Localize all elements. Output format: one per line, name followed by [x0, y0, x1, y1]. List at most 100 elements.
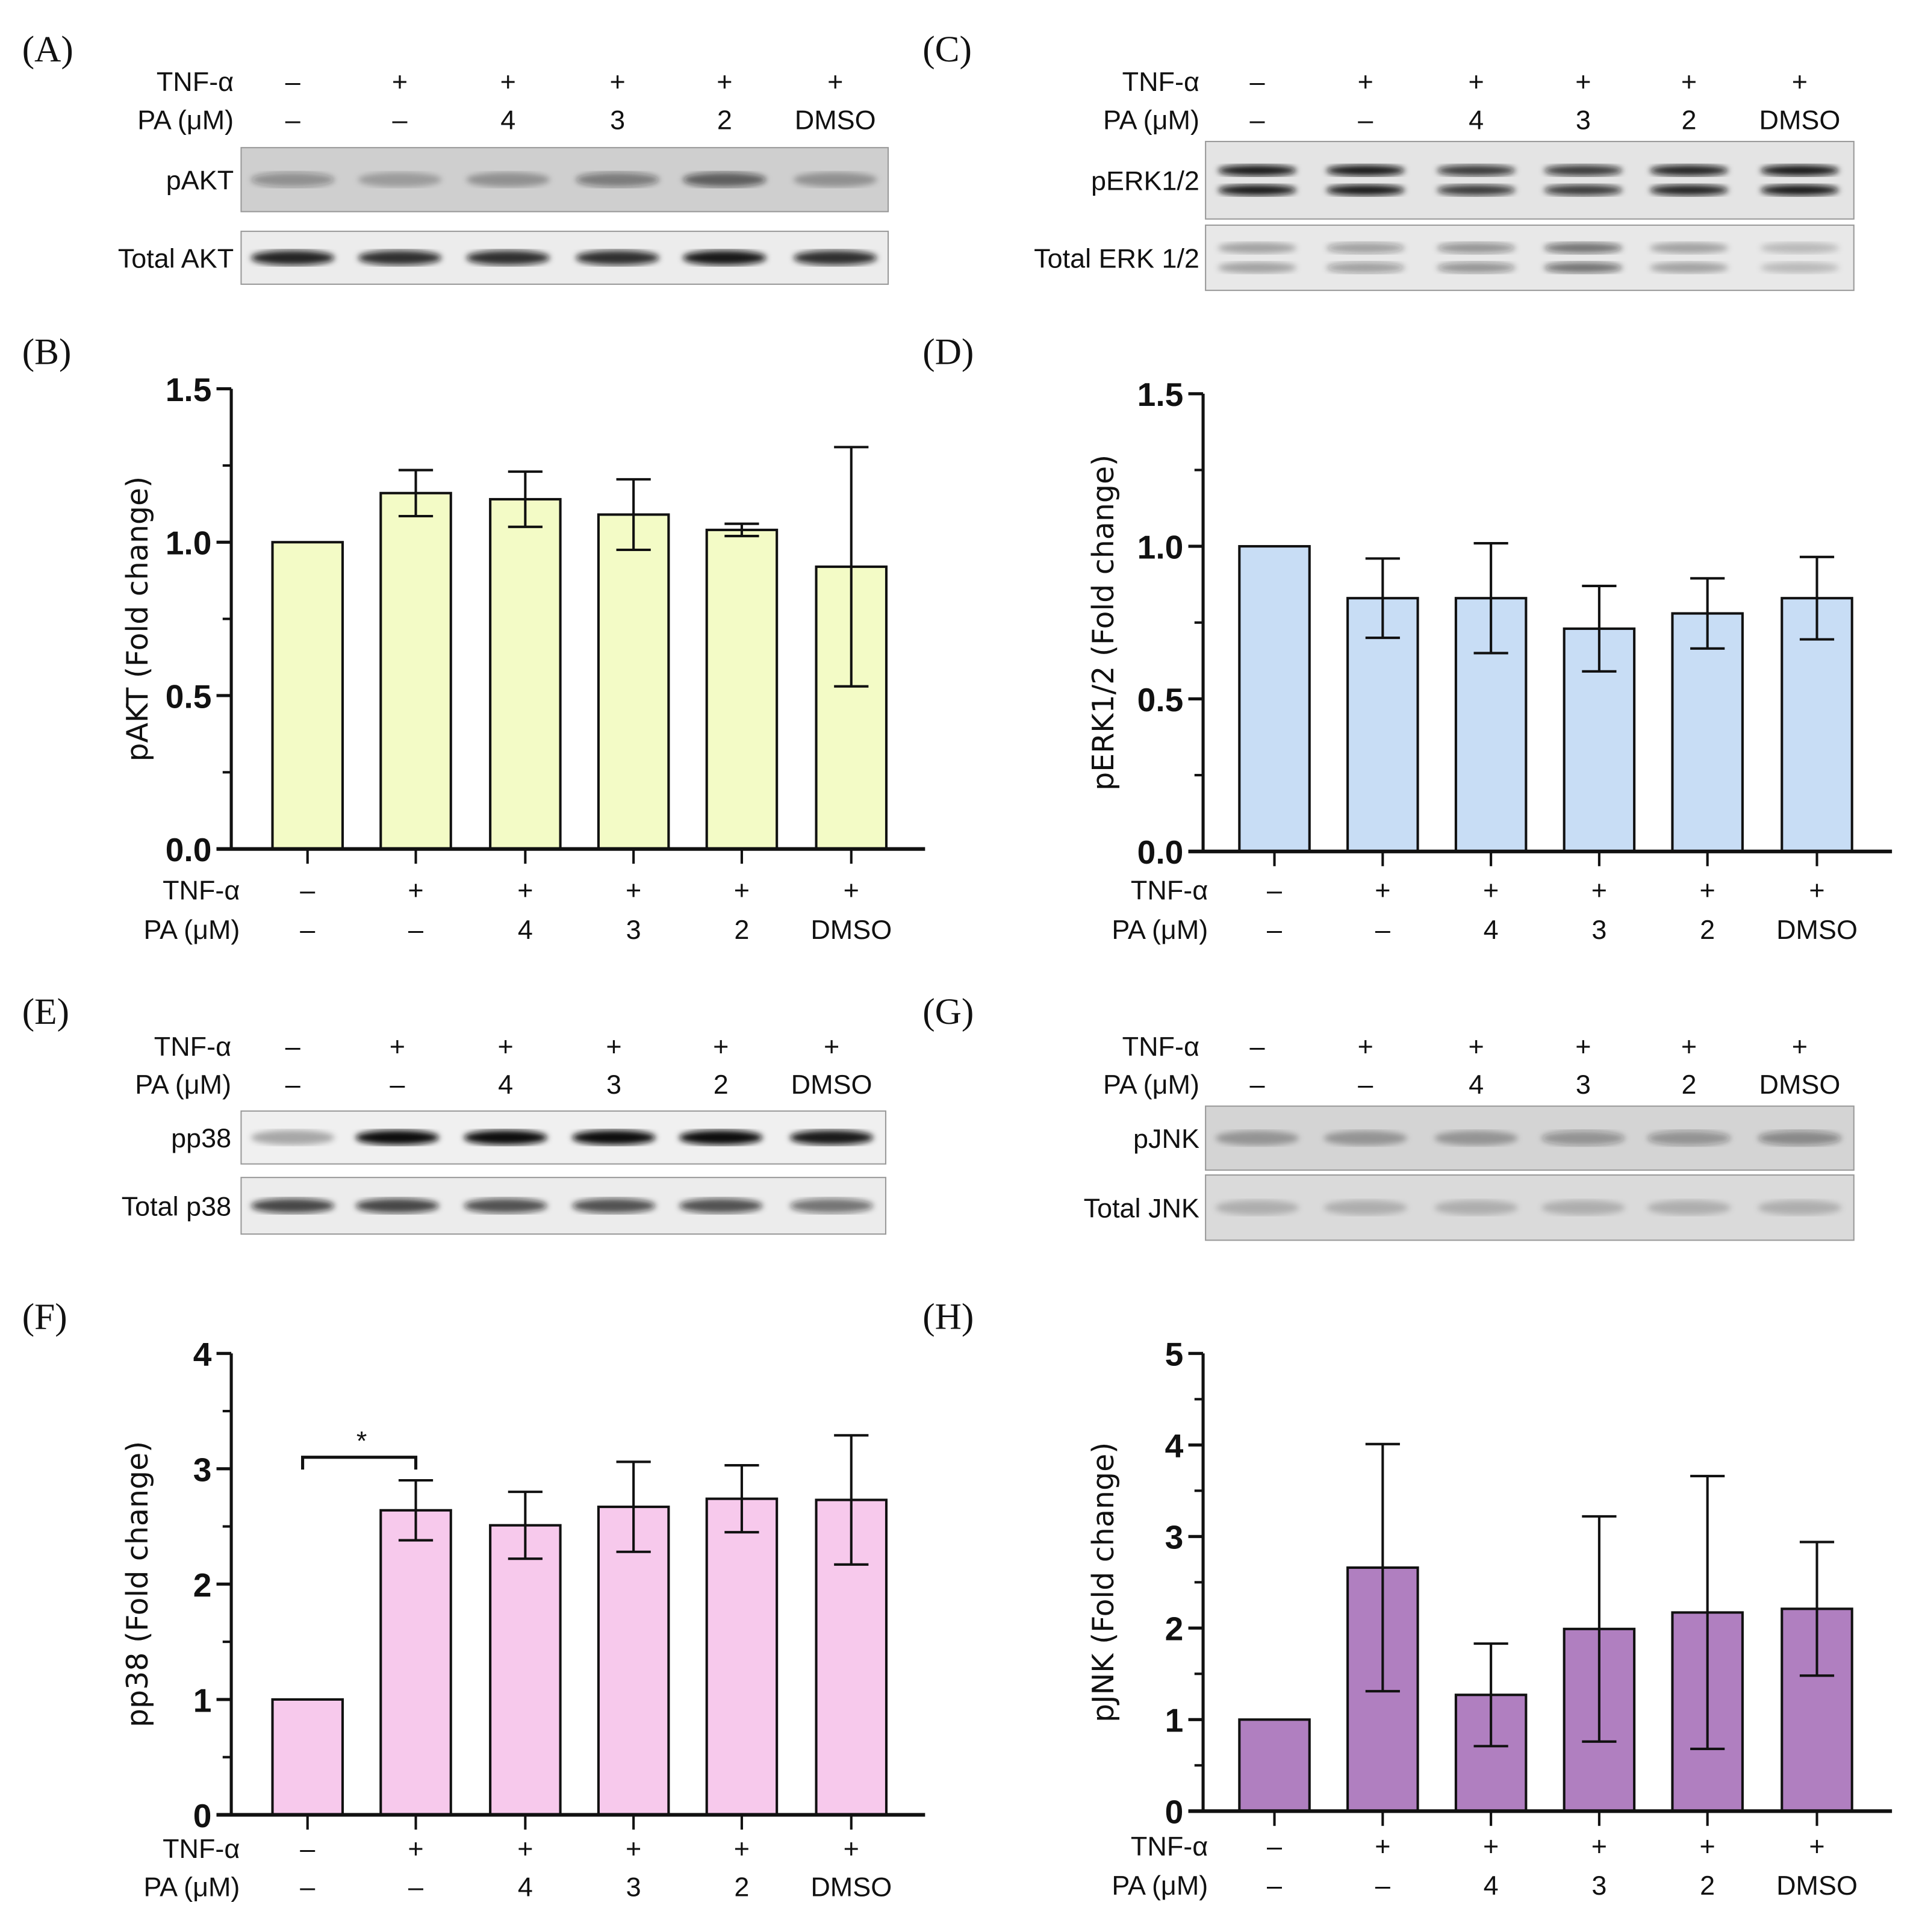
blot-1-band: [1218, 242, 1297, 254]
blot-0-band: [682, 172, 767, 187]
chart-2-y-tick-label: 1: [193, 1681, 212, 1719]
blot-3-tnf-label: TNF-α: [1122, 1031, 1199, 1062]
chart-3-pa-value: 3: [1591, 1870, 1606, 1901]
blot-1-band: [1543, 242, 1623, 254]
blot-0-pa-value: 3: [610, 105, 625, 136]
chart-3-pa-label: PA (μM): [1112, 1870, 1208, 1901]
blot-1-tnf-value: –: [1249, 66, 1264, 97]
blot-2-pa-label: PA (μM): [135, 1069, 231, 1100]
blot-1-band: [1437, 164, 1516, 176]
blot-2-tnf-value: +: [606, 1031, 621, 1062]
chart-1-tnf-value: +: [1483, 874, 1499, 905]
chart-3-y-tick-label: 5: [1165, 1336, 1184, 1373]
blot-2-pa-value: 4: [498, 1069, 513, 1100]
blot-3-pa-value: –: [1249, 1069, 1264, 1100]
chart-0-y-tick-label: 1.0: [166, 525, 212, 562]
chart-3-tnf-value: +: [1591, 1831, 1607, 1862]
blot-1-band: [1218, 184, 1297, 196]
blot-1-row-label: Total ERK 1/2: [1034, 243, 1199, 273]
blot-2-membrane: [240, 1177, 886, 1235]
blot-0-band: [466, 172, 550, 187]
chart-1-y-tick-label: 1.5: [1137, 376, 1184, 413]
chart-1-pa-value: –: [1375, 914, 1390, 945]
chart-3-pa-value: –: [1267, 1870, 1282, 1901]
chart-0-bar: [379, 491, 452, 850]
blot-1-row-label: pERK1/2: [1091, 166, 1199, 196]
chart-1-y-tick-label: 0.0: [1137, 834, 1184, 871]
blot-2-row-label: pp38: [171, 1123, 231, 1153]
chart-3-y-tick-label: 0: [1165, 1793, 1184, 1831]
chart-1-y-tick-label: 0.5: [1137, 681, 1184, 718]
blot-3-tnf-value: +: [1792, 1031, 1808, 1062]
blot-3-pa-value: 2: [1682, 1069, 1697, 1100]
chart-3-bar: [1238, 1718, 1311, 1813]
chart-0-tnf-value: +: [734, 874, 750, 905]
blot-1-band: [1543, 184, 1623, 196]
blot-0-band: [576, 172, 660, 187]
blot-1-band: [1326, 242, 1405, 254]
blot-1-band: [1543, 262, 1623, 273]
chart-0-pa-value: –: [300, 914, 315, 945]
chart-3-tnf-value: +: [1809, 1831, 1824, 1862]
blot-2-band: [355, 1198, 440, 1214]
blot-2-membrane: [240, 1110, 886, 1165]
blot-3-membrane: [1205, 1174, 1855, 1241]
blot-2-band: [250, 1198, 335, 1214]
blot-0-pa-value: 4: [500, 105, 515, 136]
chart-3-pa-value: 2: [1700, 1870, 1715, 1901]
chart-1-pa-label: PA (μM): [1112, 914, 1208, 945]
chart-2-tnf-value: +: [844, 1833, 859, 1864]
blot-3-band: [1647, 1200, 1731, 1215]
chart-1-pa-value: 3: [1591, 914, 1606, 945]
chart-0-y-tick-label: 0.0: [166, 831, 212, 868]
chart-1-pa-value: DMSO: [1776, 914, 1858, 945]
blot-1-band: [1437, 184, 1516, 196]
chart-2-y-tick-label: 2: [193, 1566, 212, 1604]
chart-2-y-axis-label: pp38 (Fold change): [120, 1441, 155, 1728]
blot-3-row-label: Total JNK: [1084, 1193, 1199, 1224]
blot-2-band: [571, 1198, 656, 1214]
blot-2-band: [355, 1130, 440, 1145]
chart-0-y-tick-label: 0.5: [166, 678, 212, 715]
chart-1-y-axis-label: pERK1/2 (Fold change): [1086, 455, 1121, 791]
chart-2-pa-value: 4: [518, 1871, 533, 1902]
blot-1-pa-value: –: [1249, 105, 1264, 136]
chart-2-y-tick-label: 3: [193, 1451, 212, 1488]
blot-0-pa-label: PA (μM): [137, 105, 234, 136]
blot-2-pa-value: –: [285, 1069, 300, 1100]
blot-3-pa-value: –: [1358, 1069, 1373, 1100]
blot-1-band: [1760, 242, 1840, 254]
chart-3-tnf-value: +: [1700, 1831, 1715, 1862]
blot-0-pa-value: –: [285, 105, 300, 136]
chart-0-tnf-value: +: [517, 874, 533, 905]
chart-1-bar: [1238, 545, 1311, 853]
chart-1-y-tick-label: 1.0: [1137, 529, 1184, 566]
blot-1-membrane: [1205, 224, 1855, 291]
blot-1-tnf-value: +: [1468, 66, 1484, 97]
blot-0-membrane: [240, 231, 889, 285]
chart-2-tnf-value: +: [626, 1833, 641, 1864]
chart-2-pa-value: DMSO: [810, 1871, 892, 1902]
chart-2-bar: [705, 1497, 779, 1816]
chart-0-tnf-value: –: [300, 874, 315, 905]
blot-1-band: [1649, 184, 1729, 196]
blot-1-pa-value: 4: [1469, 105, 1484, 136]
blot-1-band: [1437, 242, 1516, 254]
chart-0-y-tick-label: 1.5: [166, 371, 212, 408]
blot-0-band: [682, 250, 767, 266]
blot-3-band: [1434, 1200, 1519, 1215]
chart-2-significance-star: *: [356, 1425, 367, 1456]
blot-3-pa-value: DMSO: [1759, 1069, 1841, 1100]
blot-1-band: [1326, 262, 1405, 273]
blot-3-band: [1758, 1130, 1842, 1146]
blot-0-tnf-value: +: [717, 66, 732, 97]
blot-1-band: [1760, 164, 1840, 176]
blot-2-tnf-value: +: [498, 1031, 514, 1062]
blot-2-band: [571, 1130, 656, 1145]
chart-1-pa-value: 2: [1700, 914, 1715, 945]
blot-2-tnf-value: +: [824, 1031, 839, 1062]
blot-0-panel-label: (A): [22, 29, 73, 70]
blot-1-panel-label: (C): [922, 29, 972, 70]
blot-2-band: [250, 1130, 335, 1145]
